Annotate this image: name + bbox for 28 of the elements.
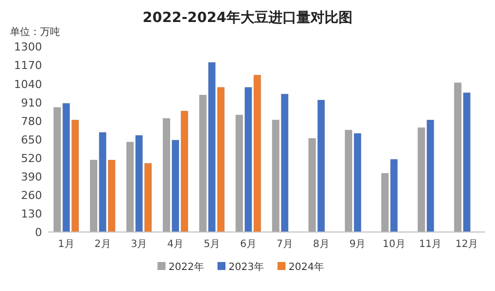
y-tick-label: 780 — [21, 114, 42, 128]
x-tick-label: 4月 — [167, 239, 184, 250]
y-tick-label: 650 — [21, 133, 42, 146]
legend-label: 2024年 — [288, 261, 324, 273]
y-tick-label: 130 — [21, 207, 42, 220]
y-tick-label: 390 — [21, 170, 42, 184]
y-tick-label: 260 — [21, 188, 42, 202]
x-tick-label: 3月 — [130, 239, 148, 250]
x-tick-label: 1月 — [58, 239, 74, 250]
y-tick-label: 0 — [35, 226, 42, 239]
x-tick-label: 8月 — [312, 239, 330, 250]
y-tick-label: 910 — [21, 96, 42, 110]
x-tick-label: 9月 — [349, 239, 366, 250]
legend-label: 2022年 — [168, 261, 204, 273]
title: 2022-2024年大豆进口量对比图 — [142, 10, 352, 26]
x-tick-label: 5月 — [204, 239, 220, 250]
legend-label: 2023年 — [228, 261, 264, 273]
x-tick-label: 7月 — [276, 239, 293, 250]
x-tick-label: 6月 — [240, 239, 256, 250]
y-tick-label: 1300 — [14, 40, 42, 54]
y-tick-label: 520 — [21, 152, 42, 165]
y-tick-label: 1040 — [14, 78, 42, 91]
x-tick-label: 10月 — [382, 239, 406, 250]
ylabel: 单位：万吨 — [10, 27, 60, 38]
y-tick-label: 1170 — [14, 59, 42, 72]
x-tick-label: 2月 — [94, 239, 111, 250]
x-tick-label: 11月 — [419, 239, 442, 250]
x-tick-label: 12月 — [455, 239, 478, 250]
